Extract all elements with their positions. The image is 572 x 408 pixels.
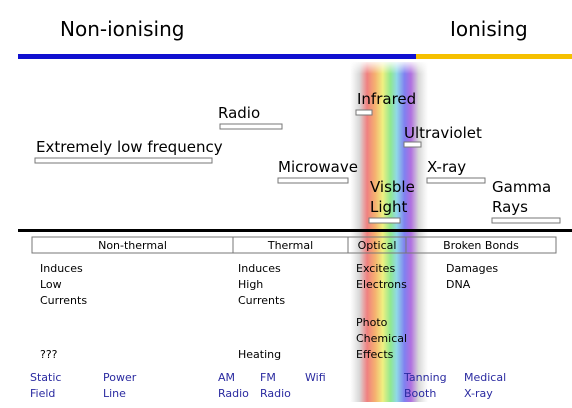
band-range [426,177,486,184]
non-ionising-bar [18,54,416,59]
example: Line [103,387,126,400]
example: Medical [464,371,506,384]
effect: Chemical [356,332,407,345]
band-label: Ultraviolet [404,124,482,142]
example: X-ray [464,387,493,400]
effect: Low [40,278,62,291]
column-title: Thermal [267,239,313,252]
example: Radio [260,387,291,400]
band-label: Extremely low frequency [36,138,223,156]
effect: Currents [40,294,87,307]
band-label: Visble [370,178,415,196]
effect: Damages [446,262,498,275]
band-range [403,141,422,148]
effect: Induces [238,262,281,275]
example: Power [103,371,137,384]
band-range [355,109,373,116]
effect: Induces [40,262,83,275]
example: Radio [218,387,249,400]
header-left: Non-ionising [60,17,184,41]
column-header [405,236,557,254]
band-range [219,123,283,130]
band-range [368,217,401,224]
example: FM [260,371,276,384]
band-label: X-ray [427,158,466,176]
column-title: Broken Bonds [443,239,519,252]
example: Booth [404,387,436,400]
bands: Extremely low frequency Radio Microwave Inf… [34,90,561,224]
effect: Electrons [356,278,407,291]
band-label: Radio [218,104,260,122]
header-right: Ionising [450,17,528,41]
columns: Non-thermal Induces Low Currents??? Thermal I… [31,236,557,361]
example: AM [218,371,235,384]
effect: High [238,278,263,291]
example: Static [30,371,61,384]
example: Tanning [403,371,447,384]
column-title: Optical [358,239,397,252]
ionising-bar [416,54,572,59]
band-label: Microwave [278,158,358,176]
band-label: Rays [492,198,528,216]
effect: Currents [238,294,285,307]
band-range [491,217,561,224]
effect: Excites [356,262,395,275]
band-label: Infrared [357,90,416,108]
band-range [34,157,213,164]
effect: Effects [356,348,394,361]
divider [18,229,572,232]
effect: DNA [446,278,471,291]
effect: Heating [238,348,281,361]
examples: Static Field Power Line AM Radio FM Radio Wifi Ta… [30,371,506,400]
band-label: Gamma [492,178,551,196]
effect: ??? [40,348,58,361]
effect: Photo [356,316,388,329]
band-range [277,177,349,184]
column-title: Non-thermal [98,239,167,252]
example: Wifi [305,371,326,384]
band-label: Light [370,198,408,216]
example: Field [30,387,55,400]
